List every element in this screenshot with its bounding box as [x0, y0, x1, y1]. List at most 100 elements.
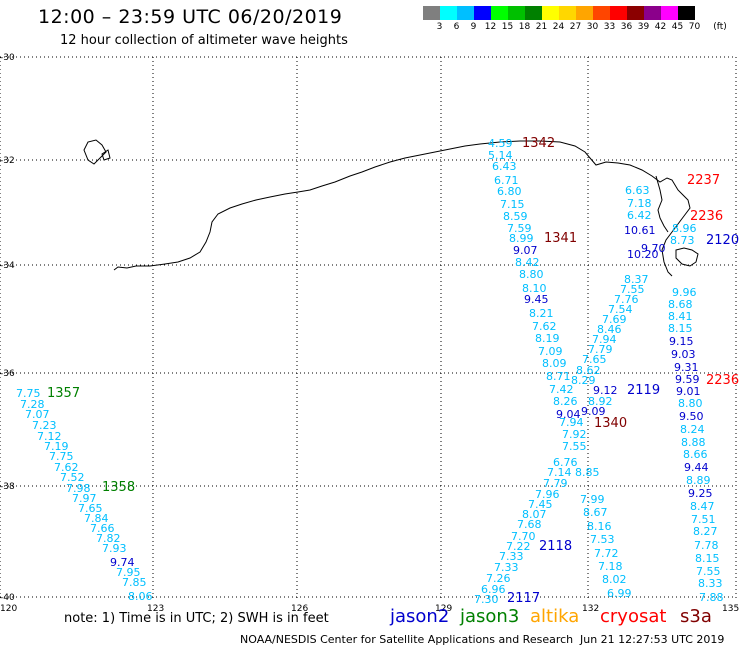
wave-height-value: 7.79	[588, 343, 613, 356]
wave-height-value: 9.03	[671, 348, 696, 361]
wave-height-value: 7.26	[486, 572, 511, 585]
wave-height-value: 8.88	[681, 436, 706, 449]
longitude-label: 120	[0, 604, 17, 614]
latitude-label: -30	[0, 53, 15, 63]
wave-height-value: 8.80	[678, 397, 703, 410]
color-scale-label: 15	[501, 22, 514, 32]
wave-height-value: 7.19	[44, 440, 69, 453]
wave-height-value: 8.89	[686, 474, 711, 487]
color-scale-swatch	[525, 6, 542, 20]
wave-height-value: 7.33	[494, 561, 519, 574]
color-scale-label: 21	[535, 22, 548, 32]
color-scale-swatch	[457, 6, 474, 20]
pass-time: 1340	[594, 416, 627, 431]
color-scale-swatch	[440, 6, 457, 20]
color-scale-label: 9	[470, 22, 477, 32]
color-scale-swatch	[559, 6, 576, 20]
wave-height-value: 6.99	[607, 587, 632, 600]
wave-height-value: 7.18	[598, 560, 623, 573]
pass-times: 1342 1341 1340 2237 2236 2236 2120 2119 2118 2117…	[47, 136, 739, 606]
color-scale	[423, 6, 695, 20]
wave-height-value: 7.85	[122, 576, 147, 589]
wave-height-value: 7.15	[500, 198, 525, 211]
wave-height-value: 7.72	[594, 547, 619, 560]
wave-height-value: 7.53	[590, 533, 615, 546]
wave-height-value: 8.85	[575, 466, 600, 479]
color-scale-swatch	[610, 6, 627, 20]
map-title: 12:00 – 23:59 UTC 06/20/2019	[38, 6, 343, 28]
color-scale-label: 45	[671, 22, 684, 32]
wave-height-value: 8.80	[519, 268, 544, 281]
color-scale-label: 70	[688, 22, 701, 32]
color-scale-swatch	[661, 6, 678, 20]
wave-height-value: 7.28	[20, 398, 45, 411]
wave-height-value: 9.15	[669, 335, 694, 348]
wave-height-value: 8.27	[693, 525, 718, 538]
wave-height-value: 8.71	[546, 370, 571, 383]
wave-height-value: 9.70	[641, 242, 666, 255]
pass-time: 1358	[102, 480, 135, 495]
wave-height-value: 7.62	[54, 461, 79, 474]
wave-height-value: 7.94	[559, 416, 584, 429]
wave-height-value: 6.43	[492, 160, 517, 173]
color-scale-unit: (ft)	[713, 22, 727, 32]
lat-lon-grid	[0, 56, 737, 600]
wave-height-value: 9.09	[581, 405, 606, 418]
wave-height-value: 7.70	[511, 530, 536, 543]
wave-height-value: 7.92	[562, 428, 587, 441]
longitude-label: 126	[291, 604, 308, 614]
wave-height-value: 9.50	[679, 410, 704, 423]
wave-height-value: 9.45	[524, 293, 549, 306]
wave-height-value: 7.75	[16, 387, 41, 400]
wave-height-value: 7.45	[528, 498, 553, 511]
wave-height-value: 7.07	[25, 408, 50, 421]
pass-time: 2117	[507, 591, 540, 606]
wave-height-value: 8.21	[529, 307, 554, 320]
generated-timestamp: Jun 21 12:27:53 UTC 2019	[580, 633, 725, 646]
wave-height-value: 9.44	[684, 461, 709, 474]
wave-height-value: 7.23	[32, 419, 57, 432]
color-scale-label: 18	[518, 22, 531, 32]
wave-height-value: 8.15	[695, 552, 720, 565]
wave-height-value: 7.97	[72, 492, 97, 505]
wave-height-value: 8.68	[668, 298, 693, 311]
latitude-label: -34	[0, 261, 15, 271]
color-scale-label: 42	[654, 22, 667, 32]
wave-height-value: 9.01	[676, 385, 701, 398]
legend-cryosat: cryosat	[600, 606, 667, 627]
island	[675, 247, 699, 267]
color-scale-swatch	[576, 6, 593, 20]
wave-height-value: 7.66	[90, 522, 115, 535]
latitude-label: -38	[0, 482, 15, 492]
wave-height-value: 8.42	[515, 256, 540, 269]
latitude-label: -32	[0, 156, 15, 166]
color-scale-label: 3	[436, 22, 443, 32]
color-scale-label: 33	[603, 22, 616, 32]
wave-height-values: 4.595.146.436.716.807.158.597.598.999.07…	[16, 137, 724, 606]
wave-height-value: 7.09	[538, 345, 563, 358]
wave-height-value: 5.14	[488, 149, 513, 162]
wave-height-value: 8.37	[624, 273, 649, 286]
color-scale-swatch	[542, 6, 559, 20]
wave-height-value: 8.62	[576, 364, 601, 377]
legend-jason3: jason3	[460, 606, 520, 627]
wave-height-value: 7.94	[592, 333, 617, 346]
pass-time: 2120	[706, 233, 739, 248]
wave-height-value: 9.07	[513, 244, 538, 257]
wave-height-value: 7.59	[507, 222, 532, 235]
wave-height-value: 9.04	[556, 408, 581, 421]
wave-height-value: 9.96	[672, 286, 697, 299]
color-scale-swatch	[678, 6, 695, 20]
legend-s3a: s3a	[680, 606, 712, 627]
wave-height-value: 8.09	[542, 357, 567, 370]
wave-height-value: 7.62	[532, 320, 557, 333]
wave-height-value: 7.99	[580, 493, 605, 506]
latitude-label: -36	[0, 369, 15, 379]
wave-height-value: 7.82	[96, 532, 121, 545]
wave-height-value: 7.52	[60, 471, 85, 484]
wave-height-value: 7.14	[547, 466, 572, 479]
color-scale-swatch	[593, 6, 610, 20]
wave-height-value: 8.59	[503, 210, 528, 223]
wave-height-value: 7.30	[474, 593, 499, 606]
coastline-gulf	[655, 175, 669, 233]
